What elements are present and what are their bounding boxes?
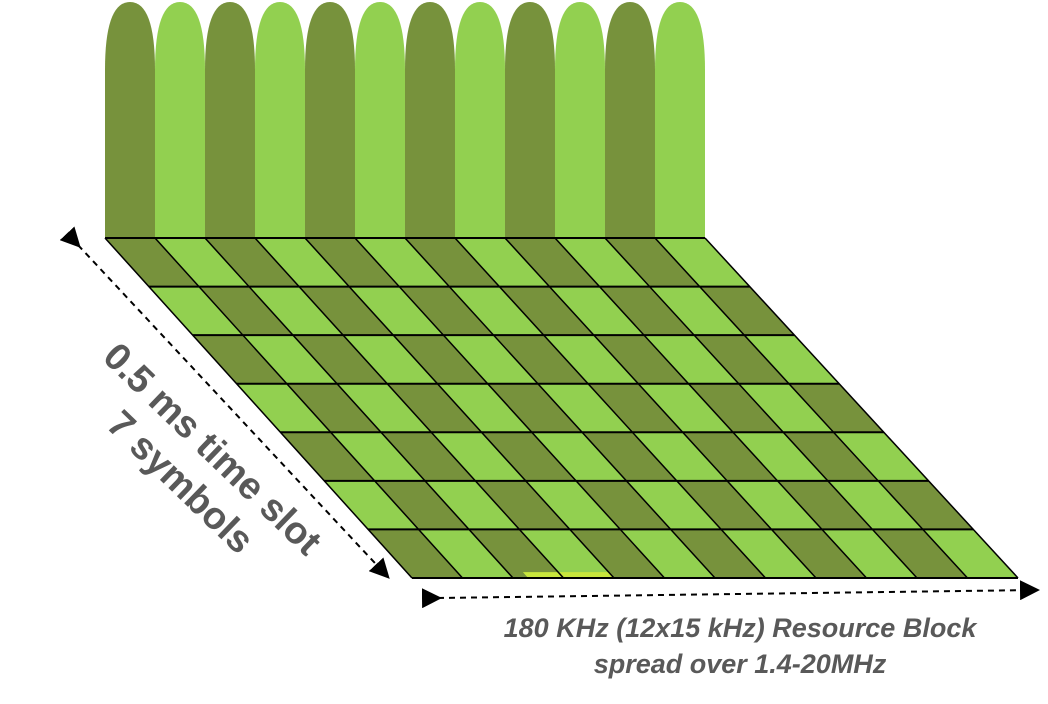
resource-element bbox=[733, 432, 828, 481]
resource-element bbox=[387, 383, 482, 433]
subcarrier-wave bbox=[155, 2, 205, 238]
resource-element bbox=[721, 529, 816, 578]
grid-column-line bbox=[554, 237, 868, 579]
resource-element bbox=[833, 432, 929, 481]
grid-column-line bbox=[504, 237, 817, 579]
resource-element bbox=[525, 480, 621, 530]
resource-element bbox=[543, 335, 639, 384]
resource-element bbox=[443, 335, 538, 384]
resource-element bbox=[727, 480, 822, 530]
resource-element bbox=[588, 383, 683, 433]
subcarrier-wave bbox=[605, 2, 655, 238]
resource-element bbox=[620, 529, 715, 578]
resource-element bbox=[493, 335, 589, 384]
resource-element bbox=[449, 286, 544, 336]
resource-element bbox=[827, 480, 923, 530]
resource-element bbox=[638, 383, 733, 433]
resource-element bbox=[777, 480, 873, 530]
resource-element bbox=[922, 529, 1018, 578]
subcarrier-wave bbox=[555, 2, 605, 238]
resource-element bbox=[505, 238, 600, 287]
highlight-strip bbox=[522, 572, 614, 578]
resource-element bbox=[655, 238, 750, 287]
dimension-arrows bbox=[59, 226, 1040, 609]
resource-element bbox=[555, 238, 650, 287]
subcarrier-wave bbox=[255, 2, 305, 238]
subcarrier-wave bbox=[355, 2, 405, 238]
resource-element bbox=[670, 529, 766, 578]
resource-element bbox=[569, 529, 665, 578]
resource-element bbox=[676, 480, 772, 530]
subcarrier-wave bbox=[105, 2, 155, 238]
resource-element bbox=[393, 335, 488, 384]
subcarrier-waves bbox=[105, 2, 705, 238]
resource-element bbox=[788, 383, 884, 433]
resource-element bbox=[744, 335, 840, 384]
resource-element bbox=[487, 383, 583, 433]
resource-element bbox=[519, 529, 614, 578]
subcarrier-wave bbox=[505, 2, 555, 238]
resource-element bbox=[368, 529, 463, 578]
resource-element bbox=[431, 432, 526, 481]
frequency-label-line1: 180 KHz (12x15 kHz) Resource Block bbox=[503, 613, 977, 643]
resource-element bbox=[688, 383, 784, 433]
resource-element bbox=[626, 480, 722, 530]
resource-element bbox=[599, 286, 695, 336]
resource-element bbox=[381, 432, 476, 481]
subcarrier-wave bbox=[455, 2, 505, 238]
resource-element bbox=[549, 286, 644, 336]
resource-element bbox=[605, 238, 700, 287]
grid-column-line bbox=[604, 237, 918, 579]
resource-element bbox=[644, 335, 739, 384]
frequency-label-line2: spread over 1.4-20MHz bbox=[593, 649, 887, 679]
resource-element bbox=[481, 432, 577, 481]
subcarrier-wave bbox=[405, 2, 455, 238]
resource-element bbox=[418, 529, 513, 578]
resource-element bbox=[374, 480, 469, 530]
resource-element bbox=[582, 432, 677, 481]
resource-element bbox=[878, 480, 974, 530]
grid-column-line bbox=[654, 237, 969, 579]
resource-element bbox=[649, 286, 745, 336]
resource-element bbox=[455, 238, 550, 287]
grid-column-line bbox=[354, 237, 666, 579]
subcarrier-wave bbox=[305, 2, 355, 238]
resource-element bbox=[499, 286, 594, 336]
frequency-label: 180 KHz (12x15 kHz) Resource Block sprea… bbox=[420, 610, 1048, 682]
resource-element bbox=[405, 238, 500, 287]
resource-element bbox=[632, 432, 728, 481]
resource-element bbox=[682, 432, 778, 481]
resource-element bbox=[593, 335, 689, 384]
grid-column-line bbox=[404, 237, 716, 579]
resource-element bbox=[738, 383, 834, 433]
resource-element bbox=[469, 529, 564, 578]
resource-element bbox=[822, 529, 917, 578]
resource-element bbox=[531, 432, 627, 481]
subcarrier-wave bbox=[205, 2, 255, 238]
resource-element bbox=[425, 480, 520, 530]
frequency-axis-arrow bbox=[421, 580, 1040, 609]
resource-element bbox=[399, 286, 494, 336]
resource-element bbox=[437, 383, 532, 433]
resource-element bbox=[537, 383, 633, 433]
resource-element bbox=[771, 529, 867, 578]
grid-column-line bbox=[454, 237, 767, 579]
resource-element bbox=[576, 480, 671, 530]
resource-element bbox=[783, 432, 879, 481]
subcarrier-wave bbox=[655, 2, 705, 238]
time-axis-arrow bbox=[59, 226, 390, 579]
resource-element bbox=[694, 335, 789, 384]
resource-element bbox=[475, 480, 570, 530]
resource-element bbox=[872, 529, 968, 578]
grid-column-line bbox=[704, 237, 1019, 579]
resource-element bbox=[699, 286, 795, 336]
